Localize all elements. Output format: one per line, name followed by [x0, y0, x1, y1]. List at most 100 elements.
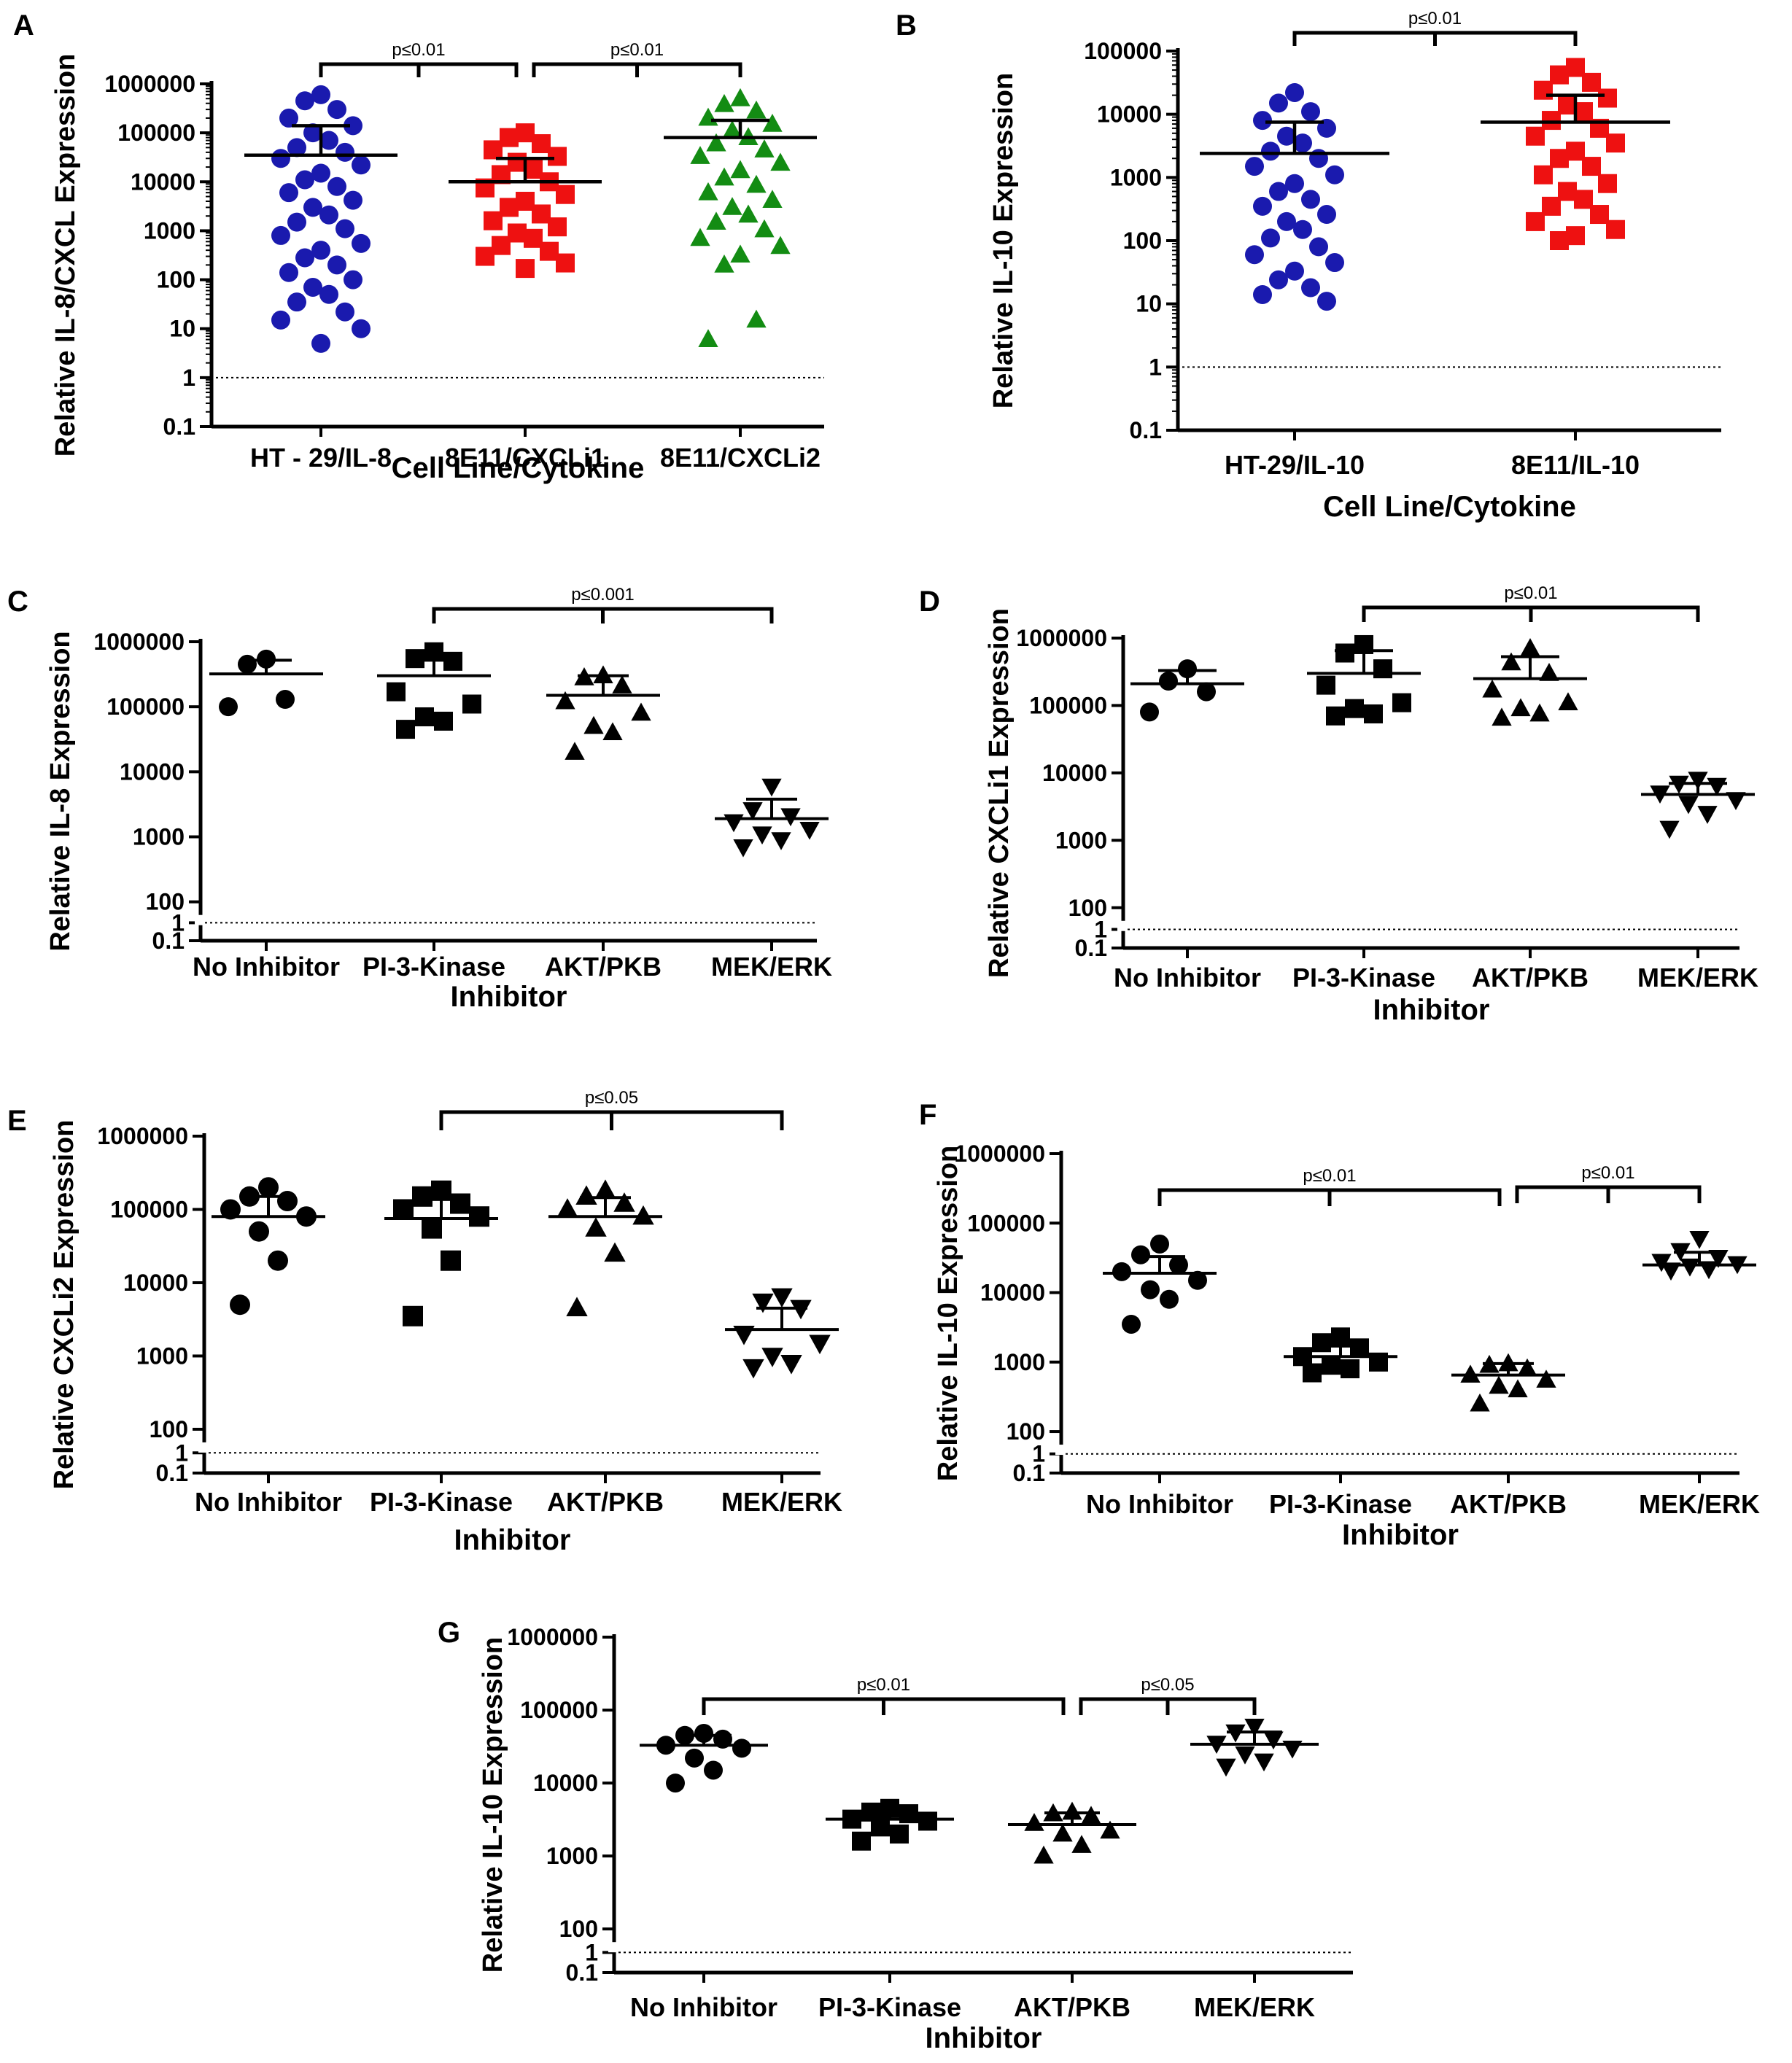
significance-bracket: p≤0.05 [1079, 1675, 1257, 1715]
x-tick-label: AKT/PKB [1472, 963, 1589, 992]
y-tick-label: 100 [559, 1916, 598, 1942]
data-point [508, 223, 527, 243]
data-point [335, 142, 354, 162]
data-point [761, 778, 782, 797]
data-point [1550, 65, 1569, 85]
data-point [335, 302, 354, 322]
data-point [704, 1760, 723, 1780]
data-point [548, 217, 567, 237]
data-point [565, 742, 585, 760]
data-point [344, 270, 362, 290]
x-tick-label: MEK/ERK [1639, 1489, 1760, 1519]
data-point [1590, 205, 1609, 225]
p-value-label: p≤0.01 [610, 40, 664, 60]
data-point [1529, 703, 1550, 722]
data-point [685, 1748, 704, 1768]
data-point [1659, 820, 1680, 839]
data-point [799, 821, 820, 840]
data-point [319, 205, 338, 225]
y-tick-label: 1000000 [507, 1624, 598, 1650]
data-point [516, 192, 535, 211]
data-point [706, 211, 726, 230]
y-tick-label: 100000 [117, 120, 195, 146]
data-point [1325, 165, 1344, 184]
significance-bracket: p≤0.05 [439, 1088, 784, 1130]
data-point [566, 1297, 588, 1317]
data-point [1345, 699, 1364, 718]
data-point [698, 329, 718, 348]
data-point [852, 1831, 871, 1851]
y-tick-label: 10000 [533, 1770, 598, 1796]
data-point [412, 1186, 433, 1207]
data-point [1510, 698, 1531, 717]
data-point [311, 163, 330, 183]
significance-bracket: p≤0.01 [702, 1675, 1066, 1715]
data-point [500, 198, 519, 217]
significance-bracket: p≤0.01 [532, 40, 742, 77]
data-point [1492, 707, 1512, 726]
data-point [746, 100, 767, 119]
data-point [450, 1193, 470, 1214]
axis-break [195, 914, 206, 925]
y-axis-label: Relative CXCLi1 Expression [984, 608, 1015, 978]
data-point [1539, 663, 1559, 681]
data-point [1606, 219, 1625, 239]
y-tick-label: 1000 [546, 1843, 598, 1869]
data-point [714, 255, 734, 273]
data-point [1269, 270, 1288, 290]
data-point [500, 128, 519, 147]
data-point [1071, 1835, 1092, 1853]
data-point [516, 259, 535, 279]
panel-label: A [13, 9, 34, 42]
data-point [319, 131, 338, 150]
data-point [1261, 141, 1280, 161]
data-point [771, 832, 791, 850]
data-point [918, 1811, 937, 1831]
y-tick-label: 10 [1136, 291, 1162, 317]
data-point [742, 1359, 764, 1379]
data-point [476, 246, 494, 266]
data-point [724, 814, 744, 833]
data-point [1582, 72, 1601, 92]
data-point [698, 182, 718, 201]
data-point [1526, 126, 1545, 146]
data-point [1520, 638, 1540, 656]
data-point [279, 263, 298, 282]
data-point [403, 1305, 423, 1326]
data-point [575, 1185, 597, 1205]
data-point [722, 120, 742, 139]
data-point [1526, 211, 1545, 231]
data-point [279, 183, 298, 203]
data-point [714, 167, 734, 186]
data-point [770, 236, 791, 255]
axis-break [198, 1442, 210, 1453]
y-tick-label: 1000 [1110, 164, 1162, 190]
y-tick-label: 1000000 [93, 629, 185, 655]
data-point [694, 1723, 713, 1743]
data-point [1582, 157, 1601, 176]
y-tick-label: 1000000 [954, 1141, 1045, 1167]
data-point [344, 190, 362, 210]
data-point [327, 176, 346, 196]
p-value-label: p≤0.05 [1141, 1675, 1194, 1695]
y-axis-label: Relative IL-8 Expression [45, 631, 76, 951]
data-point [1392, 693, 1411, 712]
data-point [1678, 796, 1699, 815]
y-tick-label: 1 [1032, 1441, 1045, 1467]
y-tick-label: 10000 [980, 1280, 1045, 1306]
data-point [1331, 1327, 1350, 1347]
p-value-label: p≤0.05 [585, 1088, 638, 1108]
data-point [666, 1773, 685, 1793]
x-tick-label: MEK/ERK [711, 952, 832, 982]
data-point [1188, 1270, 1207, 1290]
data-point [1100, 1820, 1120, 1839]
data-point [352, 319, 371, 338]
panel-label: B [896, 9, 917, 42]
x-tick-label: PI-3-Kinase [818, 1992, 961, 2022]
data-point [1197, 682, 1216, 702]
data-point [532, 134, 551, 154]
